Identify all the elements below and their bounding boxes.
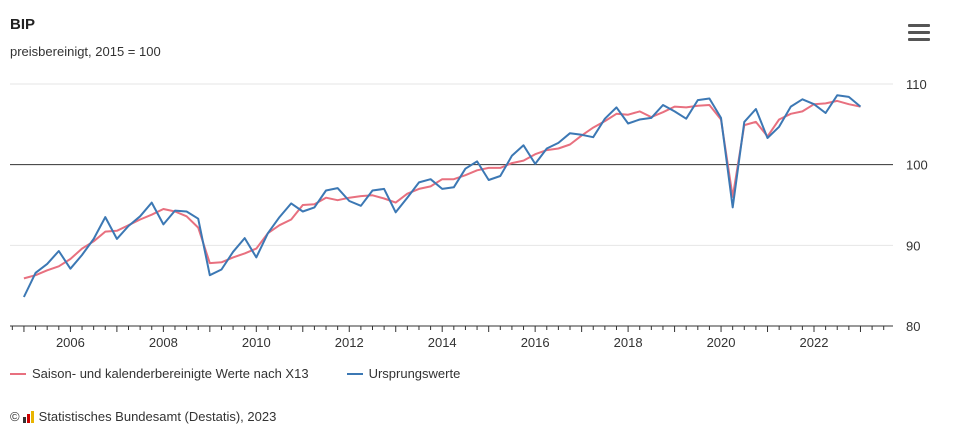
line-chart: 2006 2008 2010 2012 2014 2016 2018 2020 2022 80 9… [10,77,928,350]
y-tick-label-110: 110 [906,77,927,92]
x-tick-label-2016: 2016 [521,335,550,350]
legend: Saison- und kalenderbereinigte Werte nac… [10,366,498,381]
chart-title: BIP [10,16,36,33]
series-lines [22,94,862,298]
x-tick-label-2014: 2014 [428,335,457,350]
hamburger-menu-icon[interactable] [908,24,930,42]
series-line-original[interactable] [22,94,862,298]
legend-swatch-original [346,372,363,375]
chart-subtitle: preisbereinigt, 2015 = 100 [10,44,161,59]
destatis-logo-icon [22,410,35,423]
copyright-symbol: © [10,409,20,424]
x-tick-label-2008: 2008 [149,335,178,350]
x-tick-label-2012: 2012 [335,335,364,350]
legend-label-original: Ursprungswerte [368,366,461,381]
legend-label-seasonal: Saison- und kalenderbereinigte Werte nac… [32,366,309,381]
legend-swatch-seasonal [10,372,26,375]
x-axis-labels: 2006 2008 2010 2012 2014 2016 2018 2020 2022 [56,335,829,350]
grid-lines [10,83,893,246]
legend-item-original[interactable]: Ursprungswerte [346,366,461,381]
y-axis-labels: 80 90 100 110 [906,77,928,334]
x-tick-label-2020: 2020 [707,335,736,350]
x-axis-ticks [11,326,885,332]
x-tick-label-2006: 2006 [56,335,85,350]
y-tick-label-80: 80 [906,319,920,334]
y-tick-label-100: 100 [906,158,928,173]
x-tick-label-2010: 2010 [242,335,271,350]
legend-item-seasonal[interactable]: Saison- und kalenderbereinigte Werte nac… [10,366,309,381]
credits-text[interactable]: Statistisches Bundesamt (Destatis), 2023 [38,409,277,424]
y-tick-label-90: 90 [906,238,920,253]
credits: © Statistisches Bundesamt (Destatis), 20… [10,409,276,424]
x-tick-label-2018: 2018 [614,335,643,350]
x-tick-label-2022: 2022 [800,335,829,350]
